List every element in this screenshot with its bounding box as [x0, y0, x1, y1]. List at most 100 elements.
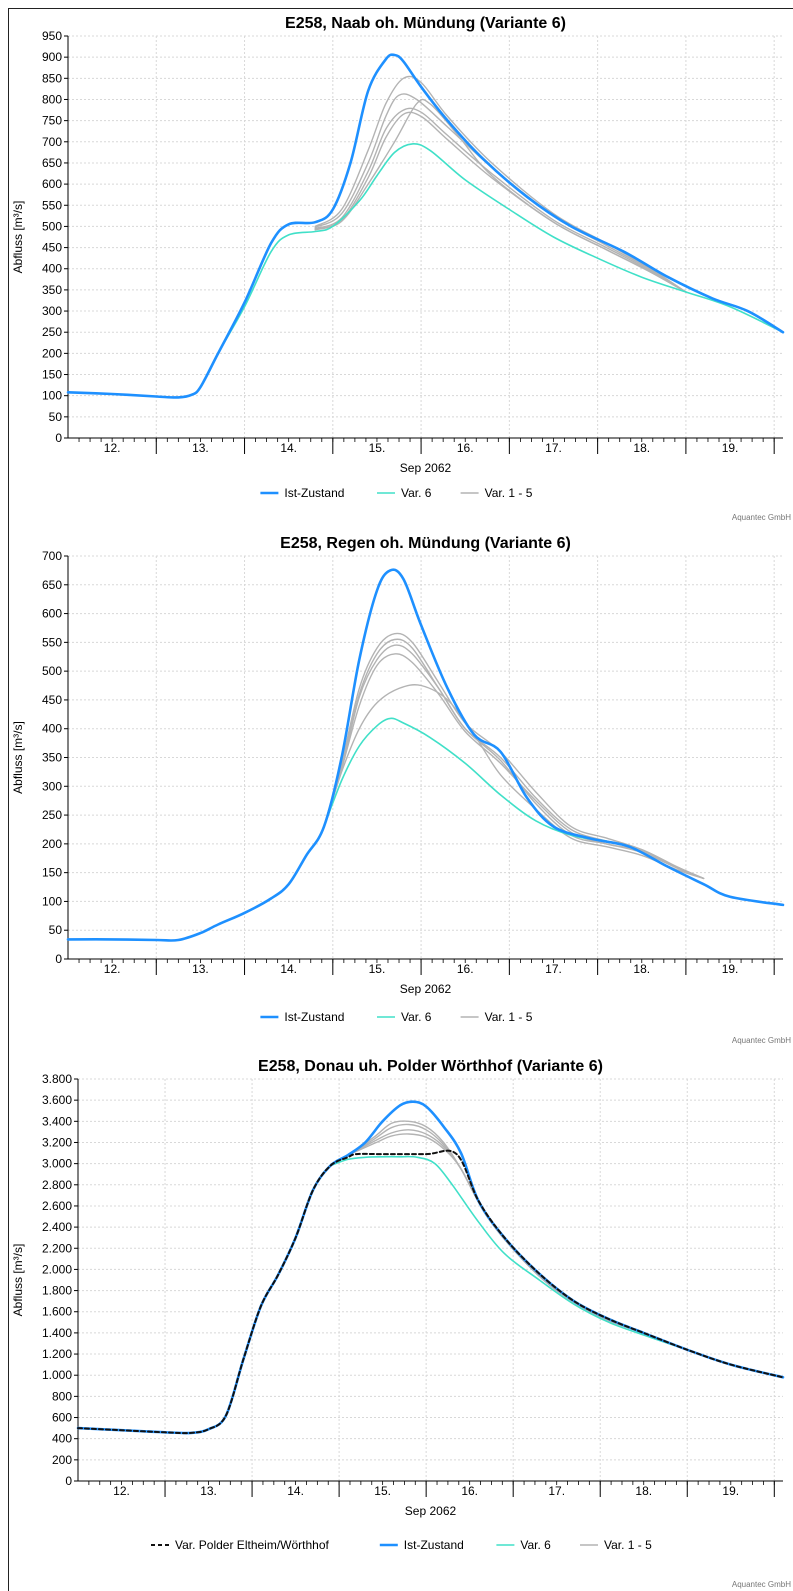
- legend-label: Ist-Zustand: [284, 486, 344, 500]
- series-line-var15: [323, 644, 705, 880]
- y-tick-label: 350: [42, 751, 62, 765]
- y-tick-label: 3.600: [42, 1093, 72, 1107]
- y-tick-label: 50: [49, 410, 63, 424]
- credit-text: Aquantec GmbH: [732, 513, 791, 522]
- x-tick-label: 12.: [104, 441, 121, 455]
- credit-text: Aquantec GmbH: [732, 1580, 791, 1589]
- y-tick-label: 100: [42, 389, 62, 403]
- x-tick-label: 14.: [280, 962, 297, 976]
- series-line-var15: [314, 98, 687, 293]
- y-tick-label: 100: [42, 894, 62, 908]
- legend-label: Ist-Zustand: [404, 1538, 464, 1552]
- x-tick-label: 17.: [545, 962, 562, 976]
- y-tick-label: 650: [42, 578, 62, 592]
- y-tick-label: 950: [42, 29, 62, 43]
- y-tick-label: 300: [42, 304, 62, 318]
- x-tick-label: 12.: [113, 1484, 130, 1498]
- legend-label: Var. 6: [401, 486, 432, 500]
- series-line-var6: [67, 143, 784, 399]
- y-tick-label: 3.800: [42, 1072, 72, 1086]
- chart-title: E258, Naab oh. Mündung (Variante 6): [285, 15, 566, 32]
- y-tick-label: 750: [42, 114, 62, 128]
- y-tick-label: 150: [42, 866, 62, 880]
- y-tick-label: 3.400: [42, 1114, 72, 1128]
- y-tick-label: 700: [42, 549, 62, 563]
- series-line-var6: [323, 717, 608, 842]
- y-tick-label: 2.000: [42, 1262, 72, 1276]
- x-tick-label: 18.: [633, 441, 650, 455]
- y-tick-label: 3.000: [42, 1157, 72, 1171]
- y-tick-label: 50: [49, 923, 63, 937]
- series-line-var15: [314, 93, 687, 293]
- y-axis-label: Abfluss [m³/s]: [11, 1244, 25, 1317]
- y-tick-label: 1.000: [42, 1368, 72, 1382]
- y-tick-label: 2.800: [42, 1178, 72, 1192]
- series-line-var15: [314, 107, 687, 293]
- x-axis-label: Sep 2062: [400, 982, 452, 996]
- y-tick-label: 400: [42, 722, 62, 736]
- y-tick-label: 550: [42, 198, 62, 212]
- y-tick-label: 2.600: [42, 1199, 72, 1213]
- y-tick-label: 450: [42, 693, 62, 707]
- y-tick-label: 350: [42, 283, 62, 297]
- y-tick-label: 0: [65, 1474, 72, 1488]
- series-line-ist: [66, 568, 785, 942]
- x-tick-label: 13.: [192, 441, 209, 455]
- series-line-var6: [329, 1155, 689, 1351]
- y-tick-label: 150: [42, 368, 62, 382]
- y-tick-label: 900: [42, 50, 62, 64]
- series-line-ist: [76, 1100, 785, 1435]
- x-tick-label: 19.: [722, 1484, 739, 1498]
- y-tick-label: 800: [52, 1389, 72, 1403]
- x-axis-label: Sep 2062: [405, 1504, 457, 1518]
- y-tick-label: 550: [42, 635, 62, 649]
- y-tick-label: 200: [42, 346, 62, 360]
- y-tick-label: 3.200: [42, 1135, 72, 1149]
- y-tick-label: 650: [42, 156, 62, 170]
- x-tick-label: 18.: [633, 962, 650, 976]
- series-line-ist: [66, 53, 785, 399]
- y-tick-label: 250: [42, 325, 62, 339]
- x-tick-label: 15.: [369, 441, 386, 455]
- y-tick-label: 600: [42, 177, 62, 191]
- y-tick-label: 800: [42, 92, 62, 106]
- credit-text: Aquantec GmbH: [732, 1036, 791, 1045]
- y-tick-label: 0: [55, 431, 62, 445]
- legend-label: Var. 1 - 5: [485, 486, 533, 500]
- x-tick-label: 16.: [457, 962, 474, 976]
- x-tick-label: 17.: [548, 1484, 565, 1498]
- x-tick-label: 15.: [374, 1484, 391, 1498]
- x-tick-label: 12.: [104, 962, 121, 976]
- x-tick-label: 14.: [287, 1484, 304, 1498]
- chart-title: E258, Donau uh. Polder Wörthhof (Variant…: [258, 1058, 603, 1075]
- x-tick-label: 16.: [461, 1484, 478, 1498]
- y-tick-label: 400: [52, 1432, 72, 1446]
- page-frame-left: [8, 8, 9, 1591]
- x-tick-label: 18.: [635, 1484, 652, 1498]
- x-tick-label: 19.: [722, 441, 739, 455]
- x-tick-label: 17.: [545, 441, 562, 455]
- y-tick-label: 200: [52, 1453, 72, 1467]
- series-line-var15: [347, 1133, 645, 1334]
- y-tick-label: 400: [42, 262, 62, 276]
- y-tick-label: 700: [42, 135, 62, 149]
- series-line-polder: [77, 1149, 784, 1435]
- x-axis-label: Sep 2062: [400, 461, 452, 475]
- y-tick-label: 500: [42, 219, 62, 233]
- y-axis-label: Abfluss [m³/s]: [11, 201, 25, 274]
- legend-label: Var. 6: [401, 1010, 432, 1024]
- x-tick-label: 16.: [457, 441, 474, 455]
- y-tick-label: 0: [55, 952, 62, 966]
- legend-label: Var. 6: [520, 1538, 551, 1552]
- legend-label: Var. 1 - 5: [485, 1010, 533, 1024]
- x-tick-label: 13.: [200, 1484, 217, 1498]
- series-line-var15: [314, 111, 687, 293]
- y-tick-label: 2.400: [42, 1220, 72, 1234]
- series-line-var15: [323, 638, 705, 880]
- legend-label: Var. Polder Eltheim/Wörthhof: [175, 1538, 330, 1552]
- y-tick-label: 300: [42, 779, 62, 793]
- series-line-var15: [323, 632, 705, 880]
- y-tick-label: 1.400: [42, 1326, 72, 1340]
- y-tick-label: 500: [42, 664, 62, 678]
